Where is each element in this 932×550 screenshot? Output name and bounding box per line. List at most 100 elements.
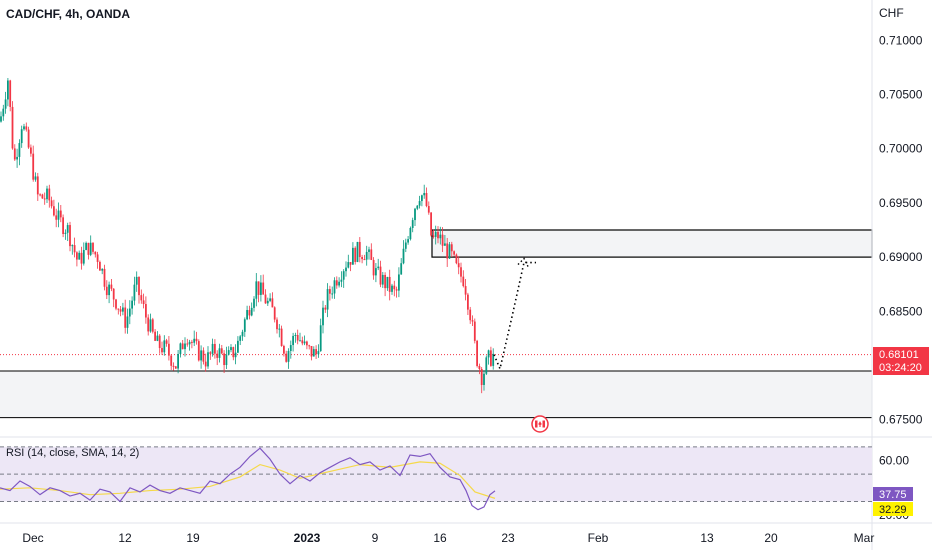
candle [409,226,412,241]
candle [324,305,327,313]
candle [131,296,133,315]
candle [317,344,320,358]
candle [170,354,173,371]
candle [402,240,405,265]
candle [490,346,492,367]
rsi-tag-background [873,487,913,501]
candle [476,339,478,368]
candle [220,344,223,355]
candle [69,221,71,252]
candle [266,297,269,306]
rsi-value-tag: 37.75 [873,487,913,501]
candle [124,299,127,334]
candle [66,222,69,242]
candle [117,308,120,315]
candle [140,289,143,304]
time-tick-label: 19 [186,531,200,545]
candle [411,217,414,233]
candle [96,251,99,269]
candle [432,229,435,239]
candle [434,225,437,245]
candle [393,280,396,297]
time-tick-label: 20 [764,531,778,545]
candle [119,306,122,317]
candle [414,207,416,227]
candle [202,347,205,365]
candle [177,350,179,374]
candle [55,208,58,228]
candle [30,144,32,157]
candle [441,227,444,253]
candle [306,340,308,350]
candle [41,193,44,199]
candle [149,313,152,333]
projection-dotted-path[interactable] [493,261,536,372]
candle [158,334,161,354]
candle [363,254,366,261]
sma-tag-value: 32.29 [879,504,907,516]
sma-tag-background [873,502,913,516]
candle [310,345,313,361]
candle [16,148,18,168]
candle [407,236,409,245]
candle [299,332,301,342]
candle [209,351,212,360]
demand-zone-rectangle[interactable] [0,370,872,418]
candle [388,269,391,301]
candle [271,292,274,308]
candle [59,205,62,223]
canada-flag-icon[interactable] [531,415,549,433]
candle [250,302,253,317]
candle [188,339,191,351]
candle [460,262,462,283]
candle [46,185,48,203]
candlestick-series [0,78,495,394]
candle [453,250,455,257]
candle [92,242,94,255]
candle [225,346,228,369]
candle [301,336,304,346]
candle [418,195,421,209]
candle [264,289,267,304]
supply-zone-rectangle[interactable] [431,229,873,258]
candle [78,250,81,260]
candle [379,260,382,288]
candle [331,286,334,299]
candle [386,276,389,291]
candle [43,192,46,205]
candle [4,91,7,114]
candle [312,346,315,357]
candle [122,302,124,316]
candle [200,345,202,369]
rsi-line [0,447,496,511]
candle [377,258,380,271]
time-tick-label: 23 [501,531,515,545]
candle [34,172,37,182]
candle [448,241,451,259]
candle [273,306,276,323]
symbol-title[interactable]: CAD/CHF, 4h, OANDA [6,7,130,21]
price-tag-countdown: 03:24:20 [879,362,922,374]
time-tick-label: 13 [700,531,714,545]
price-tick-label: 0.70500 [879,87,923,101]
candle [404,238,407,253]
candle [48,184,51,208]
candle [165,338,168,347]
candle [361,254,363,264]
candle [181,340,184,350]
candle [105,280,108,300]
candle [400,258,403,275]
candle [18,139,21,166]
candle [243,317,246,337]
candle [358,237,361,263]
candle [142,293,145,309]
candle [223,350,225,374]
candle [329,285,331,301]
rsi-indicator-title[interactable]: RSI (14, close, SMA, 14, 2) [6,447,139,459]
rsi-tag-value: 37.75 [879,489,907,501]
candle [349,261,352,272]
candle [32,145,35,182]
price-tag-value: 0.68101 [879,349,919,361]
candle [161,341,163,355]
